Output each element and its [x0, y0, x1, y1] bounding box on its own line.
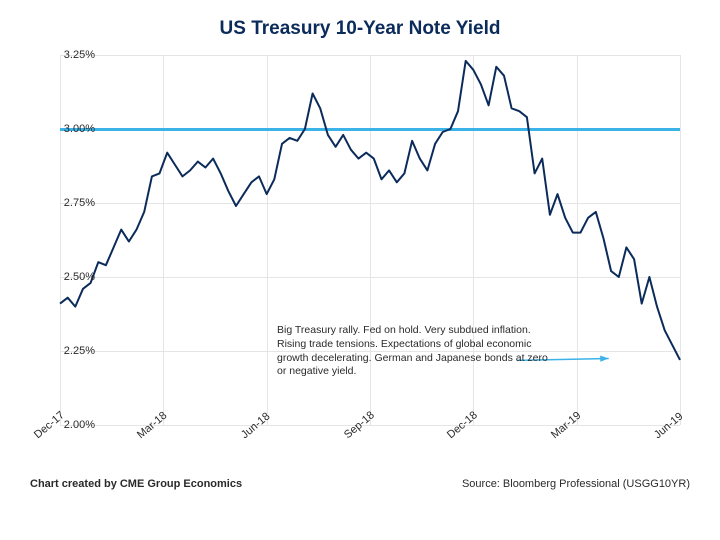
y-tick-label: 3.00%	[45, 123, 95, 135]
yield-path	[60, 61, 680, 360]
annotation-text: Big Treasury rally. Fed on hold. Very su…	[277, 324, 557, 379]
credit-right: Source: Bloomberg Professional (USGG10YR…	[462, 478, 690, 490]
chart-container: US Treasury 10-Year Note Yield Big Treas…	[0, 0, 720, 500]
y-tick-label: 2.75%	[45, 197, 95, 209]
y-tick-label: 3.25%	[45, 49, 95, 61]
y-tick-label: 2.25%	[45, 345, 95, 357]
y-tick-label: 2.50%	[45, 271, 95, 283]
credit-left: Chart created by CME Group Economics	[30, 478, 242, 490]
